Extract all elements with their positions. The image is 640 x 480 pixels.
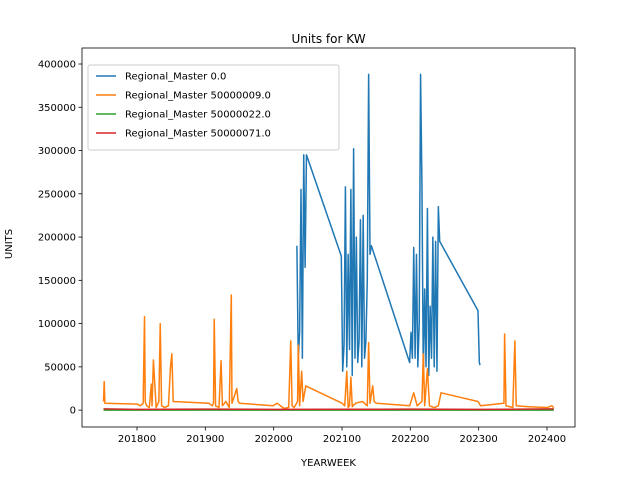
series-line <box>296 73 481 377</box>
legend-label: Regional_Master 50000009.0 <box>125 91 271 102</box>
axes-frame <box>81 47 576 428</box>
y-tick-label: 150000 <box>38 276 76 287</box>
y-tick-label: 50000 <box>44 362 76 373</box>
series-line <box>103 408 554 411</box>
y-tick-label: 300000 <box>38 146 76 157</box>
y-tick-label: 200000 <box>38 233 76 244</box>
x-tick-label: 202400 <box>528 434 566 445</box>
y-axis-label: UNITS <box>4 229 15 259</box>
y-tick-label: 100000 <box>38 319 76 330</box>
x-tick-label: 202100 <box>323 434 361 445</box>
y-tick-label: 400000 <box>38 60 76 71</box>
y-tick-label: 250000 <box>38 189 76 200</box>
legend-box <box>87 64 340 151</box>
x-tick-label: 202000 <box>255 434 293 445</box>
legend-label: Regional_Master 50000022.0 <box>125 110 271 121</box>
x-tick-label: 201900 <box>186 434 224 445</box>
x-tick-label: 202200 <box>391 434 429 445</box>
series-line <box>102 294 555 410</box>
chart-title: Units for KW <box>291 32 365 46</box>
legend-label: Regional_Master 50000071.0 <box>125 129 271 140</box>
y-tick-label: 350000 <box>38 103 76 114</box>
x-tick-label: 202300 <box>460 434 498 445</box>
x-tick-label: 201800 <box>118 434 156 445</box>
y-tick-label: 0 <box>70 406 76 417</box>
x-axis-label: YEARWEEK <box>300 458 356 469</box>
legend-label: Regional_Master 0.0 <box>125 72 226 83</box>
